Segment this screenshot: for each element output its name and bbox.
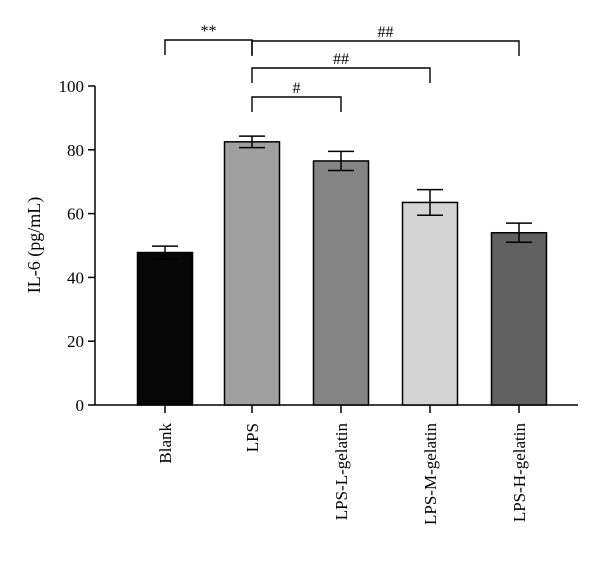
significance-label-2: ## (333, 51, 349, 68)
significance-bracket-2 (251, 67, 431, 83)
bar-lps-h-gelatin (490, 231, 548, 406)
x-tick-label-2: LPS-L-gelatin (332, 423, 351, 521)
bar-lps-m-gelatin (401, 201, 459, 406)
y-tick-label-100: 100 (59, 77, 85, 96)
x-tick-label-1: LPS (243, 423, 262, 452)
x-tick-label-3: LPS-M-gelatin (421, 423, 440, 525)
y-tick-label-20: 20 (67, 332, 84, 351)
y-tick-label-80: 80 (67, 141, 84, 160)
y-tick-label-0: 0 (76, 396, 85, 415)
bar-lps (223, 141, 281, 406)
significance-layer: ** ##### (164, 23, 520, 112)
bar-lps-l-gelatin (312, 160, 370, 406)
y-tick-label-40: 40 (67, 268, 84, 287)
bars-layer (136, 135, 548, 406)
bar-blank (136, 251, 194, 406)
significance-bracket-0 (164, 39, 253, 55)
significance-label-0: ** (201, 23, 217, 40)
significance-bracket-3 (251, 96, 342, 112)
y-axis-label: IL-6 (pg/mL) (24, 197, 45, 293)
y-tick-label-60: 60 (67, 205, 84, 224)
significance-label-3: # (293, 80, 301, 97)
x-tick-label-4: LPS-H-gelatin (510, 423, 529, 523)
x-tick-label-0: Blank (156, 423, 175, 464)
axes-layer: 0 20 40 60 80 100 Blank LPS LPS-L-gelatin LPS-M-g… (59, 77, 578, 525)
significance-label-1: ## (378, 24, 394, 41)
significance-bracket-1 (251, 40, 520, 56)
